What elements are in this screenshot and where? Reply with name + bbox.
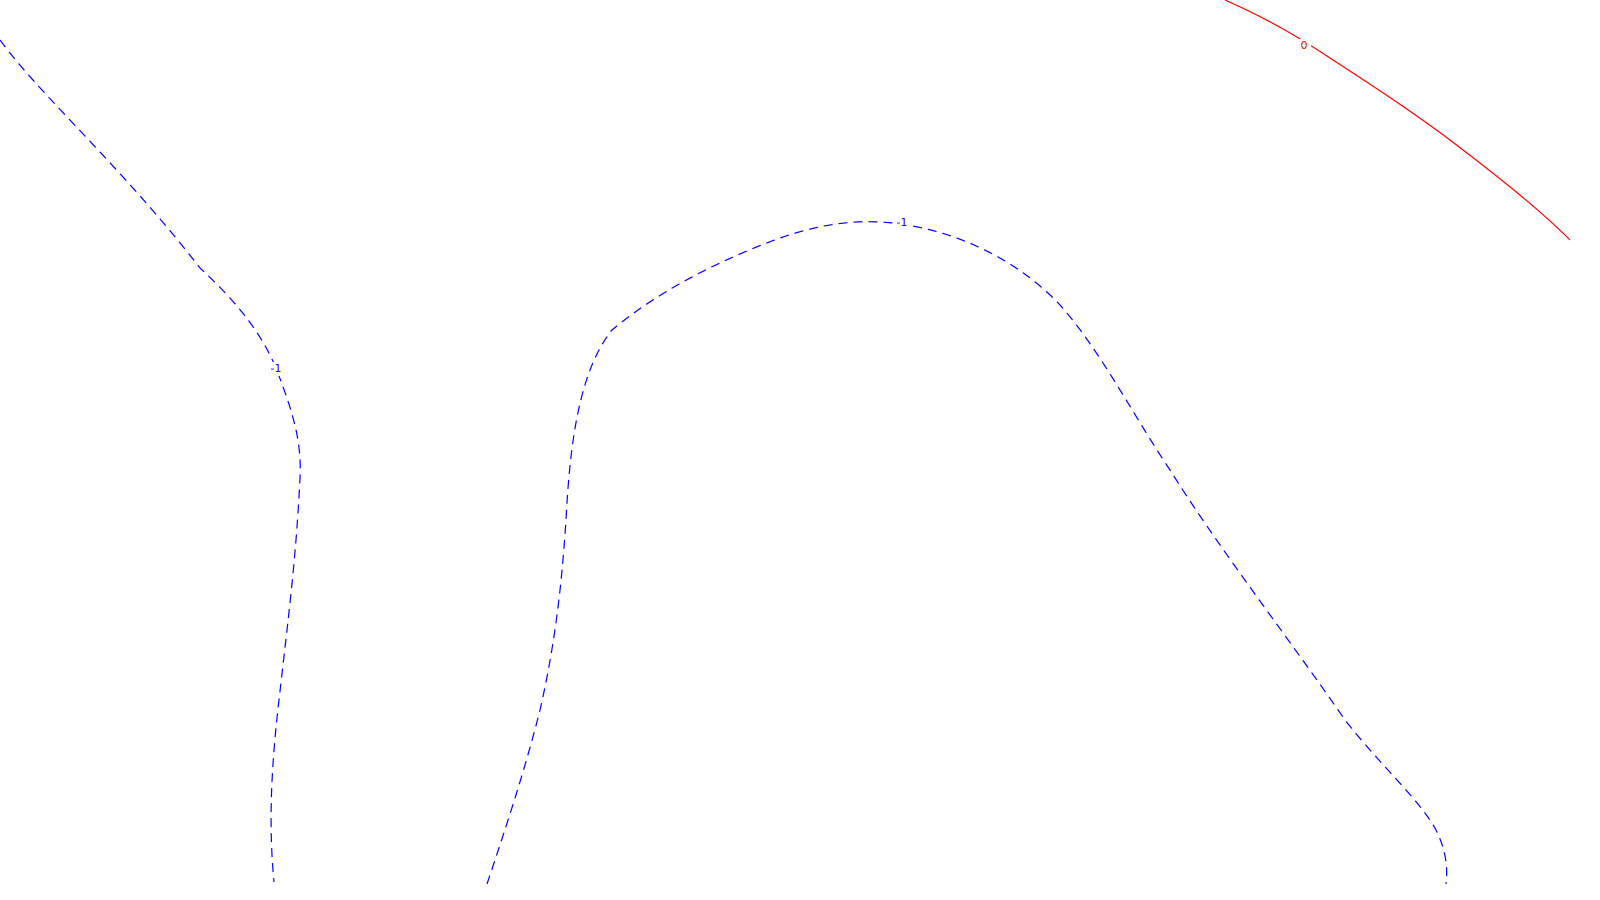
contour-label-zero: 0 xyxy=(1301,39,1308,52)
contour-label-left: -1 xyxy=(271,362,282,375)
contour-label-mask xyxy=(1297,39,1311,53)
contour-line-negative-middle xyxy=(486,221,1448,885)
contour-line-negative-left xyxy=(0,39,301,883)
contour-label-mask xyxy=(270,362,282,376)
contour-label-middle: -1 xyxy=(897,216,908,229)
contour-label-mask xyxy=(894,216,910,230)
contour-line-zero xyxy=(1224,0,1571,241)
